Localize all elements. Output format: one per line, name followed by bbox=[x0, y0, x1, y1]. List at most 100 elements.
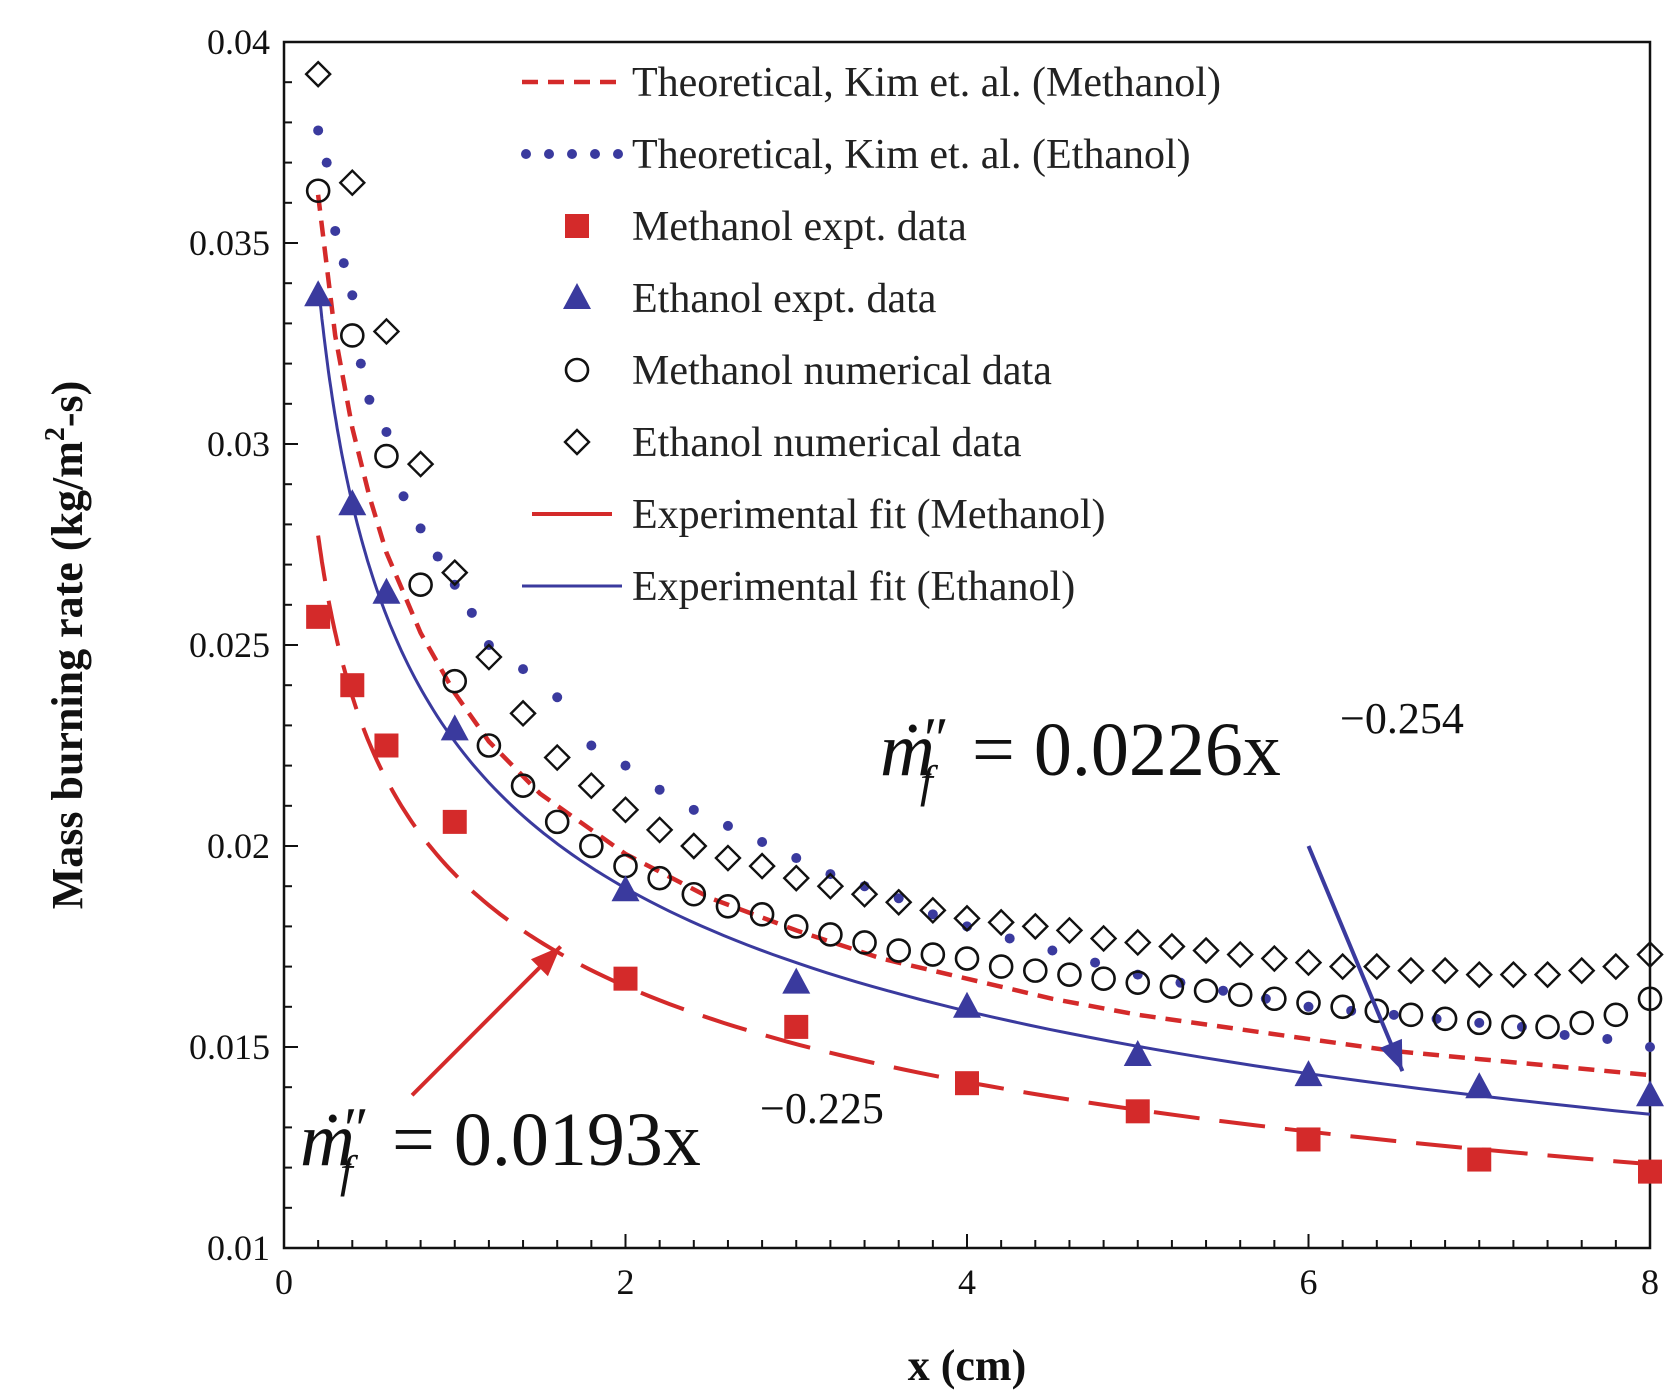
data-point bbox=[1431, 956, 1459, 985]
theory-line bbox=[315, 194, 1651, 1078]
legend: Theoretical, Kim et. al. (Methanol) Theor… bbox=[521, 60, 1221, 610]
legend-swatch-dot bbox=[544, 149, 554, 159]
data-point bbox=[852, 930, 877, 955]
data-point bbox=[330, 225, 341, 236]
data-point bbox=[544, 809, 570, 835]
y-axis-title-tail: -s) bbox=[43, 381, 92, 427]
data-point bbox=[611, 796, 640, 824]
data-point bbox=[1388, 1009, 1399, 1020]
fit-line bbox=[316, 282, 1651, 1116]
data-point bbox=[920, 942, 946, 967]
data-point bbox=[783, 914, 809, 939]
series-layer bbox=[304, 60, 1664, 1184]
data-point bbox=[355, 358, 366, 369]
data-point bbox=[1226, 940, 1254, 969]
data-point bbox=[1603, 1002, 1629, 1028]
legend-entry: Methanol expt. data bbox=[565, 204, 967, 250]
data-point bbox=[1636, 1080, 1664, 1107]
data-point bbox=[543, 743, 571, 772]
data-point bbox=[782, 864, 810, 892]
data-point bbox=[577, 772, 606, 800]
series-methanol-numerical-data bbox=[305, 178, 1663, 1040]
data-point bbox=[1363, 952, 1391, 981]
data-point bbox=[1125, 1099, 1150, 1124]
legend-entry: Ethanol expt. data bbox=[563, 276, 937, 322]
data-point bbox=[321, 157, 332, 168]
data-point bbox=[1330, 994, 1355, 1020]
data-point bbox=[338, 169, 366, 197]
data-point bbox=[645, 816, 674, 844]
data-point bbox=[1004, 933, 1015, 944]
x-tick-label: 2 bbox=[617, 1262, 635, 1302]
y-tick-label: 0.015 bbox=[189, 1027, 270, 1067]
equation-body: = 0.0193x bbox=[392, 1098, 701, 1182]
data-point bbox=[893, 893, 904, 904]
data-point bbox=[1397, 956, 1425, 985]
y-tick-label: 0.03 bbox=[207, 424, 270, 464]
data-point bbox=[381, 426, 392, 437]
data-point bbox=[304, 60, 332, 88]
data-point bbox=[1602, 952, 1630, 981]
data-point bbox=[654, 784, 665, 795]
data-point bbox=[586, 740, 597, 751]
data-point bbox=[885, 888, 913, 916]
data-point bbox=[398, 491, 409, 502]
data-point bbox=[688, 804, 699, 815]
x-tick-label: 8 bbox=[1641, 1262, 1659, 1302]
data-point bbox=[305, 178, 331, 204]
series-methanol-expt-data bbox=[306, 604, 1662, 1184]
annotation-arrow-shaft bbox=[1306, 845, 1405, 1072]
data-point bbox=[476, 733, 502, 758]
data-point bbox=[1294, 948, 1323, 977]
data-point bbox=[442, 809, 467, 834]
data-point bbox=[364, 394, 375, 405]
data-point bbox=[372, 577, 401, 604]
legend-entry: Experimental fit (Ethanol) bbox=[522, 564, 1075, 610]
equation-prime: ″ bbox=[920, 706, 946, 772]
y-tick-label: 0.04 bbox=[207, 22, 270, 62]
data-point bbox=[1021, 912, 1049, 941]
data-point bbox=[408, 572, 433, 598]
data-point bbox=[374, 733, 399, 758]
data-point bbox=[466, 607, 477, 618]
data-point bbox=[518, 664, 529, 675]
data-point bbox=[749, 902, 775, 927]
data-point bbox=[784, 1014, 809, 1039]
data-point bbox=[1125, 970, 1151, 995]
data-point bbox=[1296, 990, 1321, 1016]
legend-swatch-marker bbox=[565, 214, 589, 238]
data-point bbox=[442, 668, 468, 694]
data-point bbox=[338, 489, 367, 516]
equation-prime: ″ bbox=[340, 1096, 366, 1162]
y-tick-label: 0.035 bbox=[189, 223, 270, 263]
annotation-ethanol-eq: ṁ″f = 0.0226x −0.254 bbox=[880, 694, 1464, 1072]
legend-label: Experimental fit (Methanol) bbox=[632, 492, 1106, 538]
data-point bbox=[1638, 1159, 1662, 1184]
data-point bbox=[987, 908, 1015, 937]
data-point bbox=[1569, 1010, 1594, 1036]
data-point bbox=[1218, 985, 1229, 996]
legend-entry: Experimental fit (Methanol) bbox=[532, 492, 1106, 538]
legend-label: Ethanol numerical data bbox=[632, 420, 1022, 466]
data-point bbox=[1328, 952, 1357, 981]
y-tick-label: 0.02 bbox=[207, 826, 270, 866]
data-point bbox=[680, 832, 708, 860]
data-point bbox=[1262, 986, 1287, 1012]
data-point bbox=[338, 258, 349, 269]
legend-label: Ethanol expt. data bbox=[632, 276, 937, 322]
data-point bbox=[1432, 1006, 1458, 1032]
data-point bbox=[1637, 986, 1663, 1012]
equation-symbol: ṁ bbox=[300, 1098, 355, 1182]
y-tick-label: 0.025 bbox=[189, 625, 270, 665]
data-point bbox=[722, 820, 733, 831]
data-point bbox=[1501, 1014, 1526, 1040]
data-point bbox=[953, 991, 981, 1018]
data-point bbox=[782, 967, 811, 994]
data-point bbox=[850, 880, 879, 908]
data-point bbox=[620, 760, 631, 771]
annotation-arrow-shaft bbox=[410, 945, 563, 1097]
data-point bbox=[919, 896, 947, 925]
data-point bbox=[509, 699, 537, 728]
